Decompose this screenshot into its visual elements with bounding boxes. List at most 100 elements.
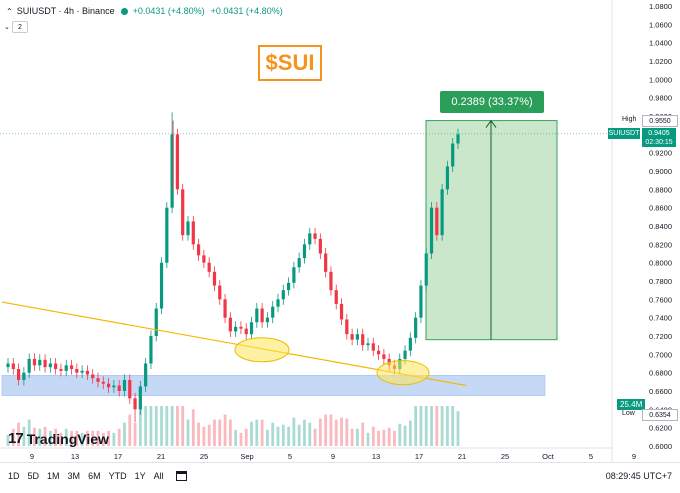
- candle: [440, 189, 444, 236]
- candle: [54, 363, 58, 369]
- candle: [11, 363, 15, 369]
- candle: [159, 262, 164, 309]
- volume-bar: [112, 432, 116, 446]
- candle: [297, 258, 301, 268]
- candle: [191, 221, 195, 245]
- timeframe-1m[interactable]: 1M: [47, 471, 60, 481]
- volume-bar: [250, 421, 253, 446]
- price-tick-label: 1.0200: [649, 57, 672, 66]
- candle: [424, 253, 428, 286]
- volume-bar: [281, 424, 285, 446]
- highlight-ellipse[interactable]: [234, 337, 290, 363]
- volume-bar: [255, 419, 259, 446]
- volume-bar: [133, 422, 137, 446]
- volume-bar: [387, 427, 391, 446]
- volume-bar: [361, 422, 365, 446]
- timeframe-ytd[interactable]: YTD: [108, 471, 127, 481]
- time-tick-label: 9: [632, 452, 636, 461]
- candle: [451, 143, 455, 167]
- price-tick-label: 0.9000: [649, 167, 672, 176]
- volume-bar: [371, 426, 375, 446]
- volume-bar: [86, 430, 89, 446]
- candle: [75, 369, 79, 373]
- candle: [154, 308, 158, 336]
- candle: [456, 134, 460, 144]
- time-tick-label: 9: [30, 452, 34, 461]
- timeframe-1d[interactable]: 1D: [8, 471, 20, 481]
- candle: [212, 271, 217, 286]
- candle: [366, 343, 370, 346]
- price-tick-label: 0.6600: [649, 387, 672, 396]
- volume-bar: [17, 422, 20, 446]
- volume-bar: [308, 422, 312, 446]
- timeframe-all[interactable]: All: [153, 471, 164, 481]
- volume-bar: [329, 414, 333, 446]
- collapse-indicators-icon[interactable]: ⌄: [4, 24, 10, 31]
- symbol-title[interactable]: SUIUSDT · 4h · Binance: [16, 6, 115, 16]
- candle: [112, 385, 116, 388]
- volume-bar: [91, 430, 95, 446]
- volume-bar: [154, 406, 158, 446]
- volume-bar: [366, 432, 370, 446]
- candle: [265, 317, 270, 323]
- volume-bar: [408, 420, 412, 446]
- candle: [382, 354, 386, 359]
- candle: [138, 386, 142, 410]
- volume-bar: [340, 417, 343, 446]
- candle: [207, 262, 211, 272]
- timeframe-3m[interactable]: 3M: [67, 471, 81, 481]
- volume-bar: [393, 430, 396, 446]
- volume-bar: [223, 414, 227, 446]
- calendar-icon[interactable]: [175, 471, 187, 481]
- volume-bar: [318, 418, 322, 446]
- price-change-percent: +0.0431 (+4.80%): [210, 6, 283, 16]
- candle: [445, 166, 450, 190]
- candle: [32, 358, 37, 366]
- volume-bar: [38, 428, 42, 446]
- volume-bar: [59, 432, 63, 446]
- volume-bar: [80, 432, 84, 446]
- volume-bar: [345, 418, 349, 446]
- timeframe-6m[interactable]: 6M: [88, 471, 101, 481]
- candle: [59, 369, 63, 371]
- candle: [133, 398, 137, 410]
- volume-bar: [149, 406, 153, 446]
- chevron-up-icon[interactable]: ⌃: [6, 6, 13, 16]
- candle: [175, 134, 180, 190]
- candle: [350, 334, 354, 340]
- high-label: High: [622, 116, 637, 123]
- price-tick-label: 0.6800: [649, 369, 672, 378]
- tradingview-logo-mark: 17: [8, 430, 24, 447]
- timeframe-1y[interactable]: 1Y: [134, 471, 146, 481]
- price-tick-label: 0.9200: [649, 149, 672, 158]
- candle: [371, 343, 375, 351]
- low-label: Low: [622, 410, 635, 417]
- candle: [27, 358, 31, 373]
- volume-bar: [266, 429, 269, 446]
- time-tick-label: 17: [114, 452, 122, 461]
- candle: [244, 328, 248, 335]
- volume-bar: [96, 430, 100, 446]
- volume-bar: [303, 419, 306, 446]
- candle: [16, 369, 21, 380]
- indicator-count-badge[interactable]: 2: [12, 21, 28, 33]
- volume-bar: [70, 430, 73, 446]
- low-value-tag: 0.6354: [642, 409, 678, 421]
- volume-bar: [334, 419, 338, 446]
- bar-countdown: 02:30:15: [645, 138, 673, 146]
- price-change: +0.0431 (+4.80%): [132, 6, 205, 16]
- candle: [318, 238, 322, 254]
- tradingview-logo[interactable]: 17 TradingView: [8, 430, 109, 447]
- volume-bar: [271, 422, 275, 446]
- volume-bar: [170, 406, 174, 446]
- clock-timezone[interactable]: 08:29:45 UTC+7: [605, 471, 672, 481]
- candle: [239, 326, 243, 329]
- volume-bar: [414, 406, 418, 446]
- volume-bar: [446, 406, 449, 446]
- price-tick-label: 0.9800: [649, 94, 672, 103]
- timeframe-5d[interactable]: 5D: [27, 471, 40, 481]
- highlight-ellipse[interactable]: [376, 360, 430, 386]
- candle: [329, 271, 333, 291]
